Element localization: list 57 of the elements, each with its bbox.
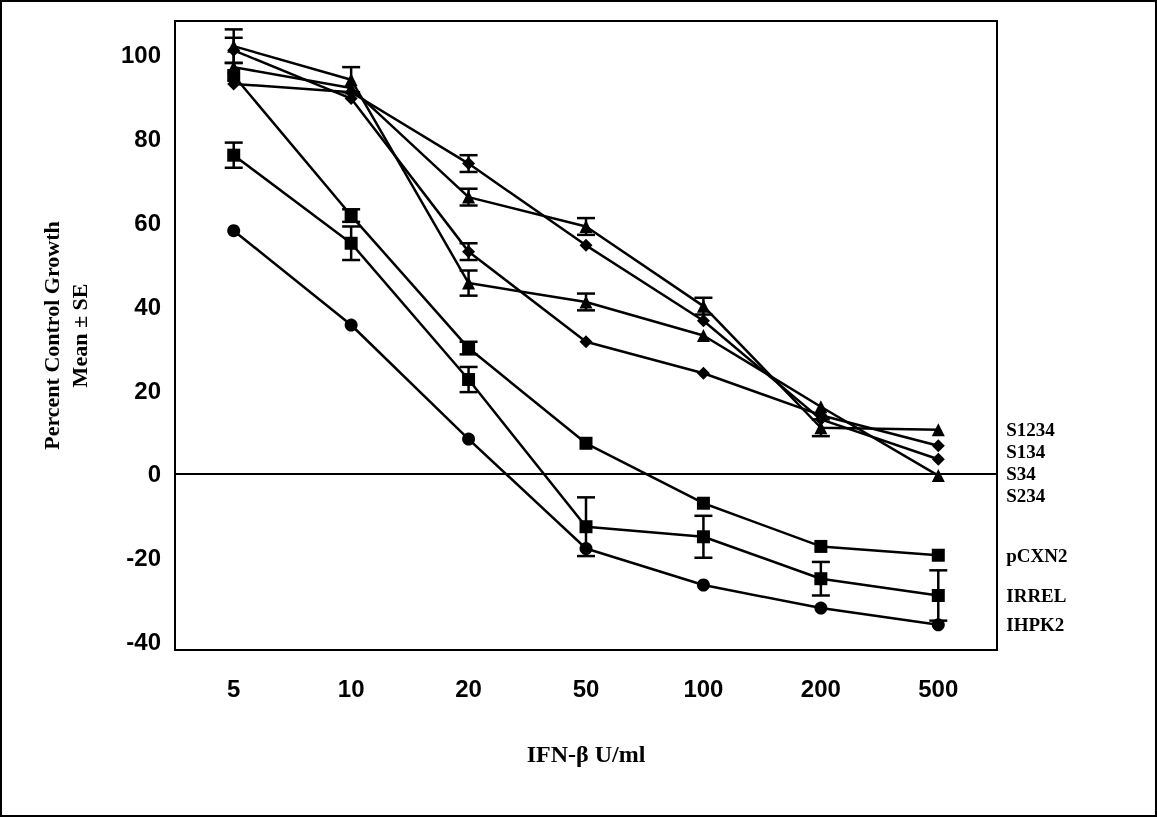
text: S1234 bbox=[1006, 419, 1056, 441]
text: S34 bbox=[1006, 463, 1037, 485]
y-tick-label: 20 bbox=[134, 376, 161, 404]
point bbox=[696, 530, 710, 544]
point bbox=[696, 329, 710, 342]
point bbox=[931, 548, 945, 562]
point bbox=[462, 373, 476, 387]
x-tick-label: 100 bbox=[683, 674, 724, 702]
x-tick-label: 200 bbox=[800, 674, 841, 702]
text: S134 bbox=[1006, 441, 1046, 463]
point bbox=[344, 318, 358, 332]
x-tick-label: 10 bbox=[337, 674, 365, 702]
point bbox=[931, 439, 945, 453]
point bbox=[814, 572, 828, 586]
point bbox=[344, 236, 358, 250]
text: IHPK2 bbox=[1006, 614, 1065, 636]
point bbox=[227, 69, 241, 83]
point bbox=[696, 578, 710, 592]
point bbox=[814, 400, 828, 414]
text: pCXN2 bbox=[1006, 544, 1068, 566]
x-tick-label: 5 bbox=[227, 674, 241, 702]
point bbox=[579, 335, 593, 349]
x-tick-label: 20 bbox=[455, 674, 482, 702]
y-tick-label: 60 bbox=[134, 208, 161, 236]
point bbox=[462, 276, 476, 290]
point bbox=[931, 618, 945, 632]
point bbox=[814, 539, 828, 553]
point bbox=[696, 496, 710, 510]
point bbox=[227, 224, 241, 238]
point bbox=[227, 39, 241, 53]
point bbox=[696, 366, 710, 380]
y-axis-title: Percent Control Growth Mean ± SE bbox=[38, 221, 92, 450]
x-tick-label: 500 bbox=[918, 674, 959, 702]
point bbox=[579, 436, 593, 450]
point bbox=[931, 423, 945, 437]
x-axis-title: IFN-β U/ml bbox=[526, 741, 646, 767]
y-tick-label: -20 bbox=[126, 544, 161, 572]
text: S234 bbox=[1006, 485, 1046, 507]
point bbox=[814, 601, 828, 615]
point bbox=[931, 588, 945, 602]
point bbox=[344, 73, 358, 87]
x-tick-label: 50 bbox=[572, 674, 600, 702]
text: IRREL bbox=[1006, 584, 1067, 606]
point bbox=[579, 520, 593, 534]
point bbox=[696, 314, 710, 328]
point bbox=[227, 148, 241, 162]
y-tick-label: 80 bbox=[134, 124, 161, 152]
y-tick-label: 40 bbox=[134, 292, 161, 320]
point bbox=[344, 209, 358, 223]
point bbox=[462, 432, 476, 446]
point bbox=[462, 341, 476, 355]
point bbox=[579, 542, 593, 556]
y-tick-label: -40 bbox=[126, 628, 161, 656]
y-tick-label: 0 bbox=[147, 460, 161, 488]
point bbox=[579, 238, 593, 252]
point bbox=[931, 452, 945, 466]
y-tick-label: 100 bbox=[120, 41, 161, 69]
